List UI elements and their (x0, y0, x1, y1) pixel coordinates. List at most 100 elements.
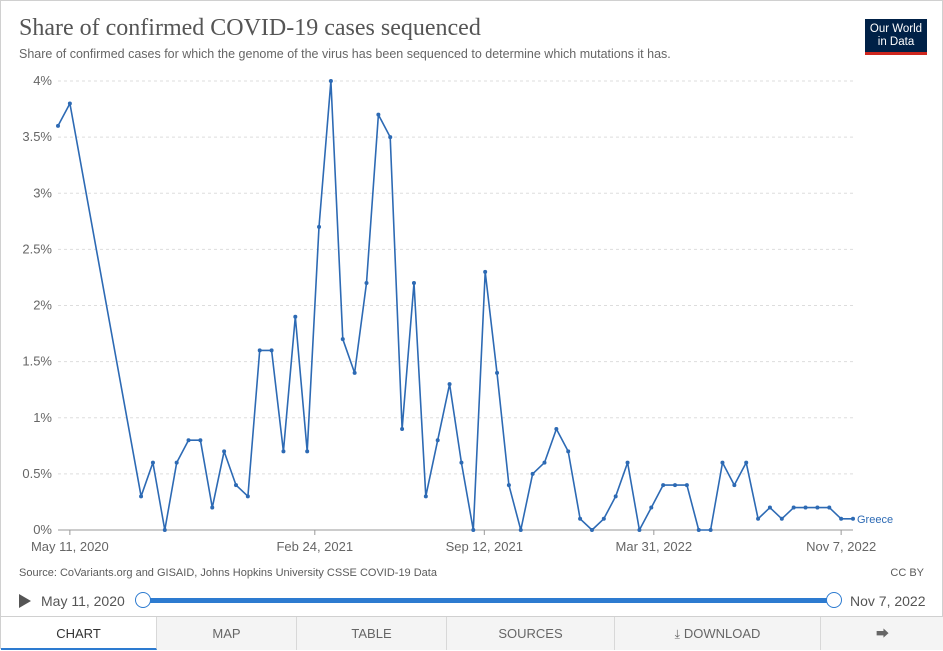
chart-subtitle: Share of confirmed cases for which the g… (19, 47, 671, 61)
data-point (139, 494, 144, 499)
data-point (483, 269, 488, 274)
data-point (779, 516, 784, 521)
y-tick-label: 3.5% (22, 129, 52, 144)
timeline-end-handle[interactable] (826, 592, 842, 608)
data-point (233, 483, 238, 488)
tab-sources[interactable]: SOURCES (447, 617, 615, 650)
data-point (673, 483, 678, 488)
data-point (744, 460, 749, 465)
data-point (827, 505, 832, 510)
x-tick-label: Feb 24, 2021 (276, 539, 353, 554)
data-point (732, 483, 737, 488)
tab-map[interactable]: MAP (157, 617, 297, 650)
x-tick-label: May 11, 2020 (31, 539, 109, 554)
data-point (435, 438, 440, 443)
data-point (696, 528, 701, 532)
data-point (245, 494, 250, 499)
tab-table-label: TABLE (351, 626, 392, 641)
line-chart: 0% 0.5% 1% 1.5% 2% 2.5% 3% 3.5% 4% May 11, 2020 Fe… (22, 73, 893, 554)
data-point (471, 528, 476, 532)
timeline-end-label: Nov 7, 2022 (850, 593, 926, 609)
data-point (839, 516, 844, 521)
owid-logo[interactable]: Our World in Data (865, 19, 927, 55)
data-point (174, 460, 179, 465)
timeline: May 11, 2020 Nov 7, 2022 (1, 587, 943, 615)
timeline-track[interactable] (143, 598, 834, 603)
data-point (637, 528, 642, 532)
tab-bar: CHART MAP TABLE SOURCES ⤓ DOWNLOAD ⮕ (1, 616, 943, 650)
data-point (56, 123, 60, 128)
data-point (364, 281, 369, 286)
data-point (613, 494, 618, 499)
data-point (352, 370, 357, 375)
data-point (257, 348, 262, 353)
data-point (791, 505, 796, 510)
data-point (649, 505, 654, 510)
data-point (400, 426, 405, 431)
data-point (684, 483, 689, 488)
y-tick-label: 1% (33, 410, 52, 425)
data-point (210, 505, 215, 510)
logo-line-1: Our World (869, 23, 923, 35)
tab-table[interactable]: TABLE (297, 617, 447, 650)
data-point (411, 281, 416, 286)
data-point (756, 516, 761, 521)
play-icon[interactable] (19, 594, 31, 608)
y-tick-label: 0% (33, 522, 52, 537)
data-point (340, 337, 345, 342)
data-point (554, 426, 559, 431)
data-point (542, 460, 547, 465)
data-point (720, 460, 725, 465)
tab-chart-label: CHART (56, 626, 101, 641)
y-tick-label: 2.5% (22, 241, 52, 256)
data-point (305, 449, 310, 454)
data-point (423, 494, 428, 499)
data-point (625, 460, 630, 465)
data-point (518, 528, 523, 532)
tab-download[interactable]: ⤓ DOWNLOAD (615, 617, 821, 650)
y-tick-label: 2% (33, 298, 52, 313)
data-point (269, 348, 274, 353)
download-icon: ⤓ (674, 627, 680, 641)
data-point (222, 449, 227, 454)
tab-sources-label: SOURCES (498, 626, 563, 641)
tab-chart[interactable]: CHART (1, 617, 157, 650)
data-point (198, 438, 203, 443)
x-tick-label: Mar 31, 2022 (616, 539, 693, 554)
y-tick-label: 0.5% (22, 466, 52, 481)
data-point (150, 460, 155, 465)
data-point (803, 505, 808, 510)
series-label-greece: Greece (857, 514, 893, 526)
data-point (767, 505, 772, 510)
data-point (851, 516, 855, 521)
y-tick-label: 1.5% (22, 354, 52, 369)
data-point (281, 449, 286, 454)
data-point (495, 370, 500, 375)
data-point (589, 528, 594, 532)
x-tick-label: Sep 12, 2021 (446, 539, 523, 554)
y-tick-label: 4% (33, 73, 52, 88)
data-point (162, 528, 167, 532)
source-note: Source: CoVariants.org and GISAID, Johns… (19, 567, 437, 579)
data-point (447, 382, 452, 387)
share-icon: ⮕ (875, 626, 889, 641)
data-point (601, 516, 606, 521)
data-point (317, 224, 322, 229)
data-point (578, 516, 583, 521)
data-point (815, 505, 820, 510)
data-point (376, 112, 381, 117)
timeline-start-label: May 11, 2020 (41, 593, 125, 609)
data-point (530, 471, 535, 476)
x-tick-label: Nov 7, 2022 (806, 539, 876, 554)
tab-share[interactable]: ⮕ (821, 617, 943, 650)
timeline-start-handle[interactable] (135, 592, 151, 608)
data-point (328, 79, 333, 83)
data-point (67, 101, 72, 106)
data-point (186, 438, 191, 443)
license-label[interactable]: CC BY (890, 567, 924, 579)
data-point (566, 449, 571, 454)
tab-map-label: MAP (212, 626, 241, 641)
data-point (708, 528, 713, 532)
data-point (459, 460, 464, 465)
